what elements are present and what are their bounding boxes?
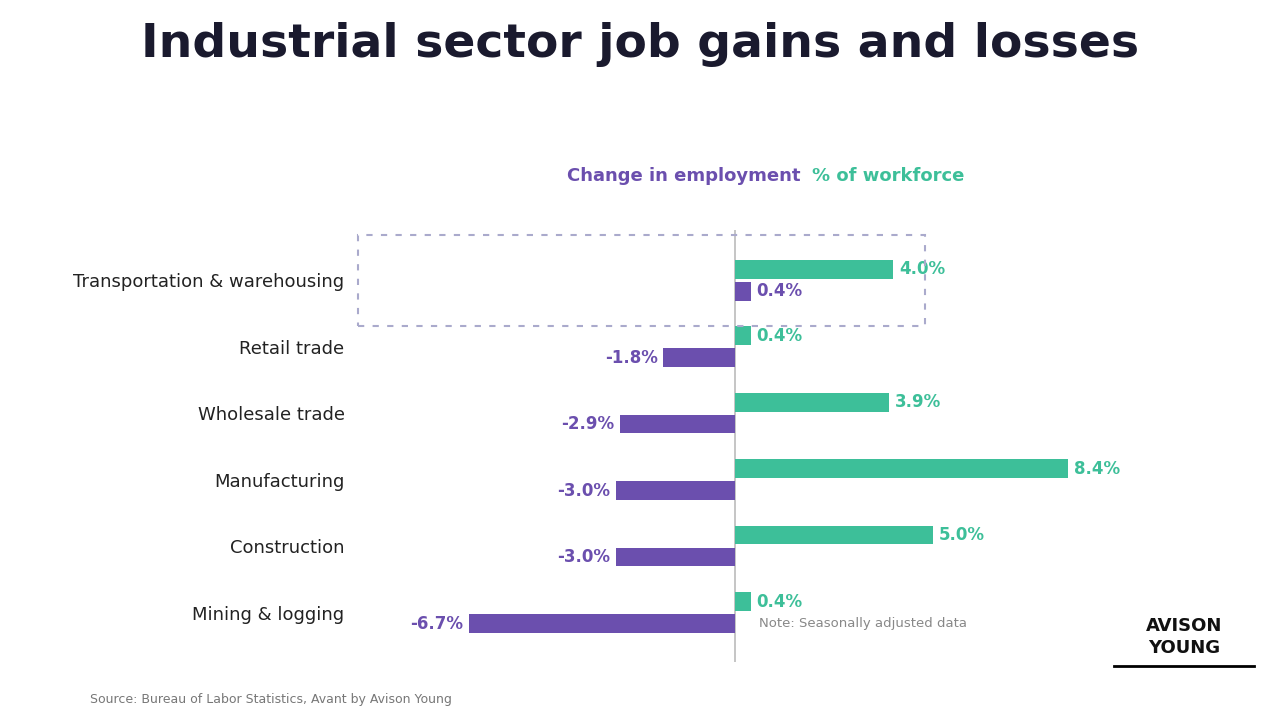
Bar: [620, 415, 735, 433]
Text: -1.8%: -1.8%: [604, 348, 658, 366]
Bar: [735, 593, 750, 611]
Text: -2.9%: -2.9%: [561, 415, 614, 433]
Bar: [358, 235, 925, 325]
Bar: [735, 260, 893, 279]
Text: 5.0%: 5.0%: [938, 526, 984, 544]
Bar: [470, 614, 735, 633]
Text: 3.9%: 3.9%: [895, 393, 942, 411]
Text: 0.4%: 0.4%: [756, 282, 803, 300]
Text: Industrial sector job gains and losses: Industrial sector job gains and losses: [141, 22, 1139, 67]
Text: 8.4%: 8.4%: [1074, 459, 1120, 477]
Text: % of workforce: % of workforce: [813, 168, 965, 186]
Bar: [735, 326, 750, 345]
Text: AVISON
YOUNG: AVISON YOUNG: [1146, 617, 1222, 657]
Text: Change in employment: Change in employment: [567, 168, 800, 186]
Text: -6.7%: -6.7%: [411, 615, 463, 633]
Text: -3.0%: -3.0%: [557, 482, 611, 500]
Text: 0.4%: 0.4%: [756, 327, 803, 345]
Bar: [735, 282, 750, 300]
Text: Note: Seasonally adjusted data: Note: Seasonally adjusted data: [759, 617, 966, 630]
Bar: [735, 526, 933, 544]
Bar: [663, 348, 735, 367]
Bar: [735, 459, 1068, 478]
Bar: [616, 548, 735, 567]
Bar: [616, 481, 735, 500]
Text: 4.0%: 4.0%: [900, 261, 946, 279]
Text: -3.0%: -3.0%: [557, 548, 611, 566]
Text: Source: Bureau of Labor Statistics, Avant by Avison Young: Source: Bureau of Labor Statistics, Avan…: [90, 693, 452, 706]
Bar: [735, 393, 890, 412]
Text: 0.4%: 0.4%: [756, 593, 803, 611]
